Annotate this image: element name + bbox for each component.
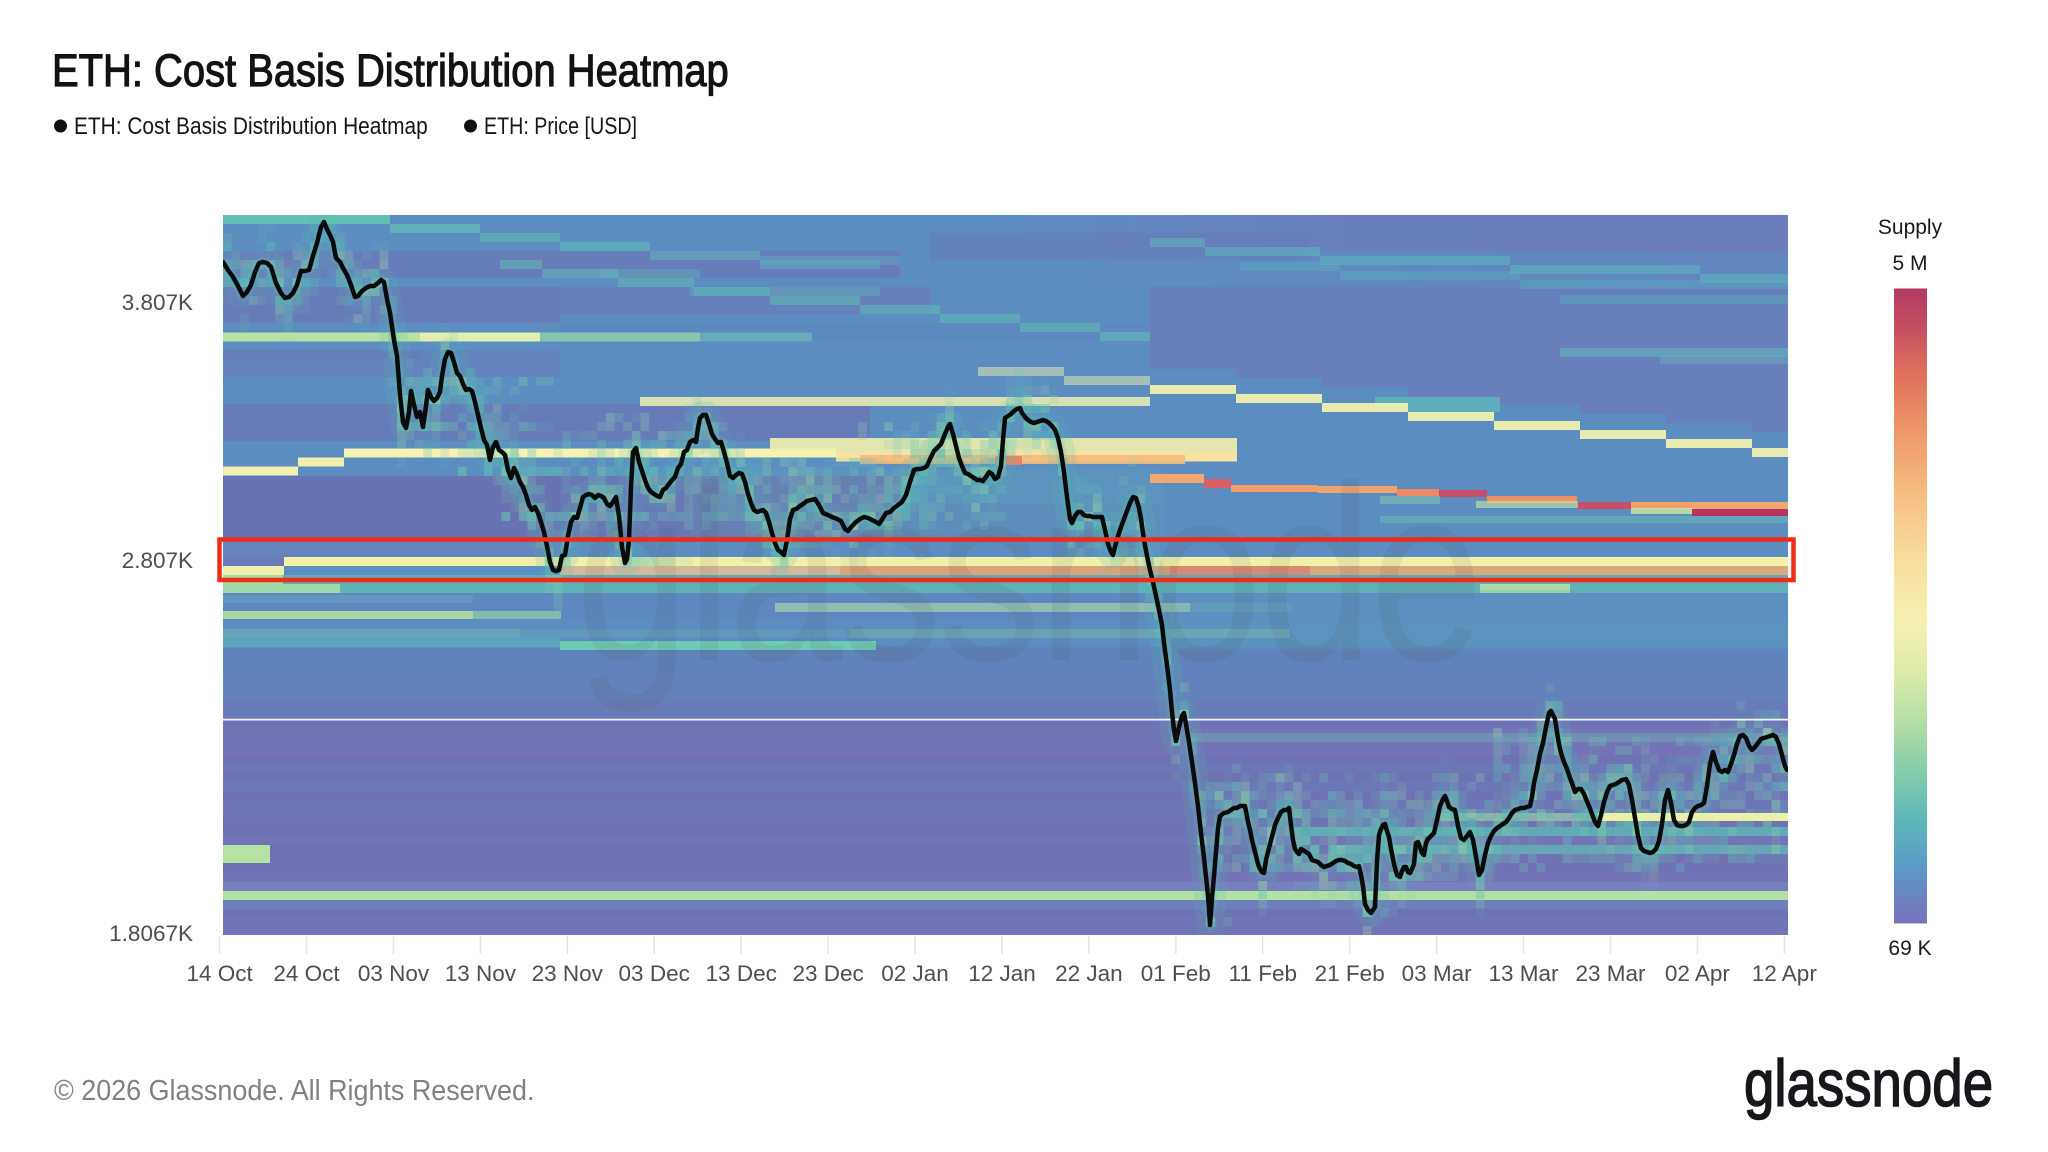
svg-text:glassnode: glassnode bbox=[1744, 1046, 1993, 1120]
svg-text:13 Mar: 13 Mar bbox=[1488, 961, 1559, 986]
svg-text:14 Oct: 14 Oct bbox=[186, 961, 253, 986]
svg-text:23 Nov: 23 Nov bbox=[532, 961, 604, 986]
svg-text:2.807K: 2.807K bbox=[122, 548, 193, 573]
svg-text:Supply: Supply bbox=[1878, 216, 1943, 239]
svg-text:02 Jan: 02 Jan bbox=[881, 961, 949, 986]
svg-text:13 Nov: 13 Nov bbox=[445, 961, 517, 986]
svg-text:13 Dec: 13 Dec bbox=[706, 961, 777, 986]
svg-text:23 Dec: 23 Dec bbox=[792, 961, 863, 986]
svg-text:69 K: 69 K bbox=[1888, 937, 1931, 960]
svg-text:23 Mar: 23 Mar bbox=[1575, 961, 1646, 986]
svg-text:01 Feb: 01 Feb bbox=[1141, 961, 1211, 986]
svg-text:12 Jan: 12 Jan bbox=[968, 961, 1036, 986]
svg-text:02 Apr: 02 Apr bbox=[1665, 961, 1731, 986]
svg-text:03 Nov: 03 Nov bbox=[358, 961, 430, 986]
svg-text:5 M: 5 M bbox=[1892, 252, 1927, 275]
svg-text:24 Oct: 24 Oct bbox=[273, 961, 340, 986]
svg-text:11 Feb: 11 Feb bbox=[1229, 961, 1297, 986]
svg-text:21 Feb: 21 Feb bbox=[1315, 961, 1385, 986]
svg-text:22 Jan: 22 Jan bbox=[1055, 961, 1123, 986]
svg-text:glassnode: glassnode bbox=[575, 435, 1480, 714]
svg-text:ETH: Price [USD]: ETH: Price [USD] bbox=[484, 112, 637, 139]
svg-text:© 2026 Glassnode. All Rights R: © 2026 Glassnode. All Rights Reserved. bbox=[54, 1074, 534, 1106]
svg-text:ETH: Cost Basis Distribution H: ETH: Cost Basis Distribution Heatmap bbox=[52, 46, 729, 97]
svg-text:12 Apr: 12 Apr bbox=[1752, 961, 1818, 986]
svg-text:ETH: Cost Basis Distribution H: ETH: Cost Basis Distribution Heatmap bbox=[74, 113, 428, 140]
svg-text:3.807K: 3.807K bbox=[122, 290, 193, 315]
svg-text:03 Mar: 03 Mar bbox=[1402, 961, 1473, 986]
svg-text:03 Dec: 03 Dec bbox=[619, 961, 690, 986]
svg-text:1.8067K: 1.8067K bbox=[109, 921, 193, 946]
